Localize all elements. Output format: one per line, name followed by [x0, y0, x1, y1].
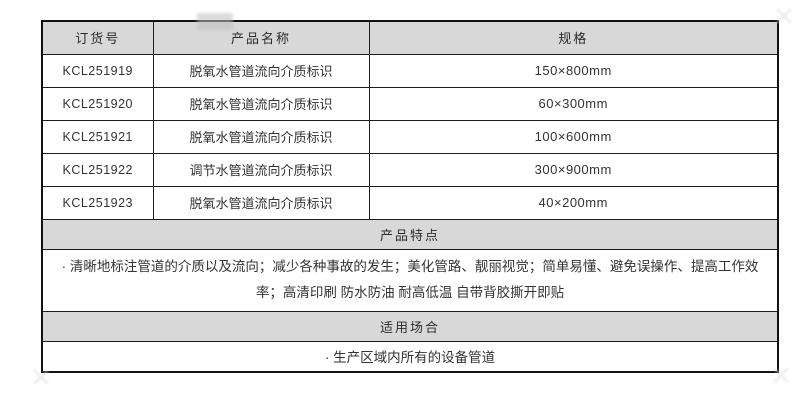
- spec-cell: 60×300mm: [368, 86, 779, 121]
- occasions-section-header: 适用场合: [41, 310, 779, 342]
- table-row: KCL251921 脱氧水管道流向介质标识 100×600mm: [41, 119, 779, 154]
- order-no-cell: KCL251920: [41, 86, 154, 121]
- features-title: 产品特点: [41, 218, 779, 250]
- features-text: · 清晰地标注管道的介质以及流向；减少各种事故的发生；美化管路、靓丽视觉；简单易…: [41, 248, 779, 312]
- table-row: KCL251919 脱氧水管道流向介质标识 150×800mm: [41, 53, 779, 88]
- table-row: KCL251920 脱氧水管道流向介质标识 60×300mm: [41, 86, 779, 121]
- order-no-cell: KCL251922: [41, 152, 154, 187]
- occasions-content-row: · 生产区域内所有的设备管道: [41, 340, 779, 373]
- product-name-cell: 脱氧水管道流向介质标识: [152, 53, 370, 88]
- table-header-row: 订货号 产品名称 规格: [41, 20, 779, 55]
- spec-cell: 100×600mm: [368, 119, 779, 154]
- column-header-spec: 规格: [368, 20, 779, 55]
- product-name-cell: 脱氧水管道流向介质标识: [152, 119, 370, 154]
- features-content-row: · 清晰地标注管道的介质以及流向；减少各种事故的发生；美化管路、靓丽视觉；简单易…: [41, 248, 779, 312]
- spec-cell: 40×200mm: [368, 185, 779, 220]
- occasions-title: 适用场合: [41, 310, 779, 342]
- column-header-order-no: 订货号: [41, 20, 154, 55]
- product-name-cell: 调节水管道流向介质标识: [152, 152, 370, 187]
- product-name-cell: 脱氧水管道流向介质标识: [152, 86, 370, 121]
- occasions-text: · 生产区域内所有的设备管道: [41, 340, 779, 373]
- features-section-header: 产品特点: [41, 218, 779, 250]
- product-spec-table: 订货号 产品名称 规格 KCL251919 脱氧水管道流向介质标识 150×80…: [41, 20, 779, 373]
- spec-cell: 300×900mm: [368, 152, 779, 187]
- order-no-cell: KCL251921: [41, 119, 154, 154]
- column-header-product-name: 产品名称: [152, 20, 370, 55]
- product-name-cell: 脱氧水管道流向介质标识: [152, 185, 370, 220]
- order-no-cell: KCL251919: [41, 53, 154, 88]
- order-no-cell: KCL251923: [41, 185, 154, 220]
- table-row: KCL251923 脱氧水管道流向介质标识 40×200mm: [41, 185, 779, 220]
- spec-cell: 150×800mm: [368, 53, 779, 88]
- table-row: KCL251922 调节水管道流向介质标识 300×900mm: [41, 152, 779, 187]
